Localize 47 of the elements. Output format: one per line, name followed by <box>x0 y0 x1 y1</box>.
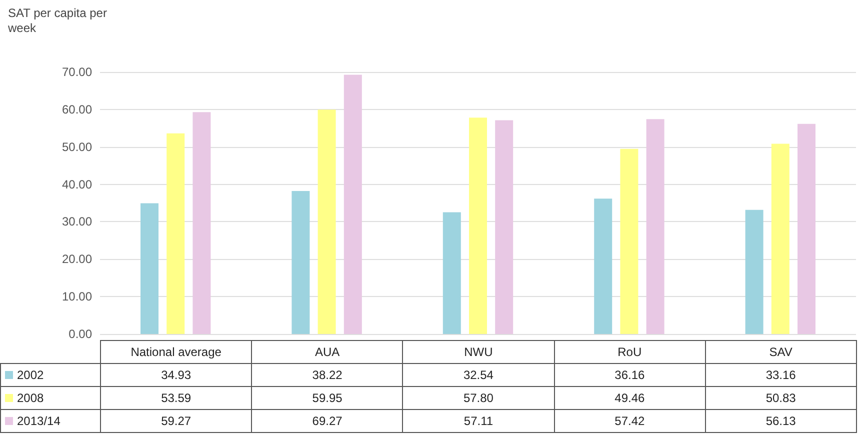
bar <box>140 203 158 334</box>
legend-label: 2013/14 <box>0 410 100 432</box>
bar <box>318 110 336 334</box>
y-axis-title: SAT per capita per week <box>8 6 108 36</box>
x-tick-label: NWU <box>402 340 554 364</box>
text: 59.95 <box>312 391 342 405</box>
y-tick-label: 10.00 <box>62 290 92 304</box>
y-tick-label: 20.00 <box>62 252 92 266</box>
bar <box>495 120 514 334</box>
bar <box>166 133 185 334</box>
text: 56.13 <box>766 414 796 428</box>
text: 59.27 <box>161 414 192 428</box>
x-tick-label: National average <box>100 340 252 364</box>
x-tick-label: AUA <box>252 340 403 364</box>
text: 57.42 <box>614 414 645 428</box>
bar <box>745 210 764 334</box>
x-tick-label: RoU <box>554 340 706 364</box>
bar <box>192 112 211 334</box>
text: 34.93 <box>161 368 192 382</box>
bar <box>620 148 638 334</box>
y-tick-label: 50.00 <box>62 140 92 154</box>
text: 33.16 <box>766 368 796 382</box>
text: 38.22 <box>312 368 342 382</box>
text: 57.11 <box>464 414 494 428</box>
y-tick-label: 40.00 <box>62 177 92 192</box>
text: 49.46 <box>614 391 645 405</box>
bar <box>771 144 790 334</box>
y-tick-label: 0.00 <box>68 327 92 341</box>
bar <box>442 212 461 334</box>
bar <box>344 74 362 334</box>
y-tick-label: 70.00 <box>62 65 92 79</box>
bar <box>292 190 310 334</box>
y-tick-label: 60.00 <box>62 102 92 116</box>
legend-label: 2008 <box>0 386 100 410</box>
bar <box>798 124 816 334</box>
legend-label: 2002 <box>0 364 100 386</box>
text: 53.59 <box>161 391 192 405</box>
text: 32.54 <box>463 368 494 382</box>
bar <box>594 198 612 334</box>
text: 50.83 <box>766 391 796 405</box>
y-tick-label: 30.00 <box>62 214 92 229</box>
x-tick-label: SAV <box>705 340 856 364</box>
bar <box>469 118 487 334</box>
text: 57.80 <box>463 391 494 405</box>
bar <box>646 119 664 334</box>
text: 69.27 <box>312 414 342 428</box>
text: 36.16 <box>614 368 645 382</box>
